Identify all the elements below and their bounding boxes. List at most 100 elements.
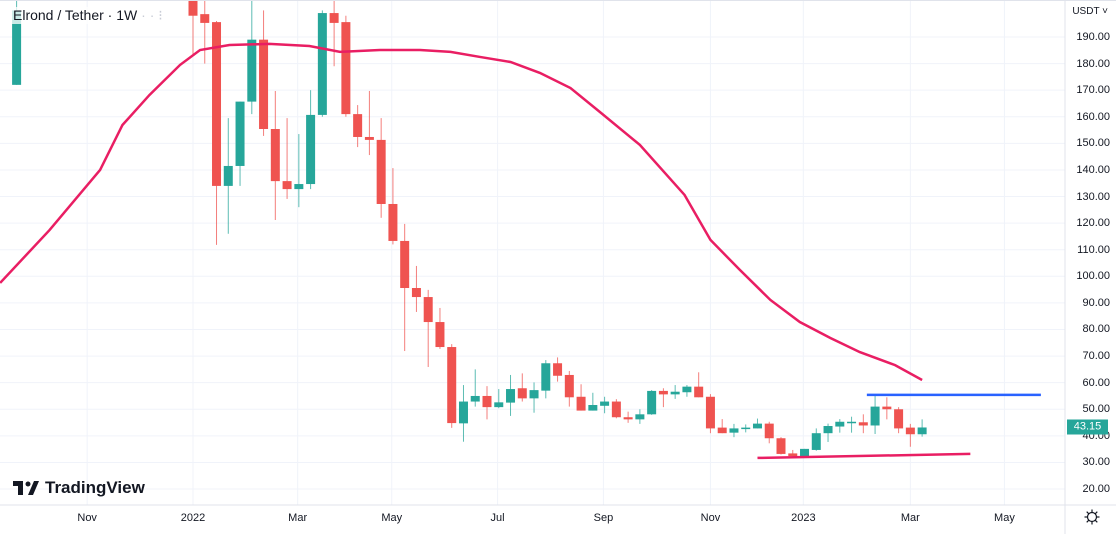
candle-down (776, 438, 786, 454)
price-tick-label: 130.00 (1076, 190, 1110, 203)
candle-down (858, 422, 868, 426)
candle-up (835, 421, 845, 427)
price-tick-label: 120.00 (1076, 217, 1110, 230)
candle-up (823, 426, 833, 434)
candle-down (694, 386, 704, 398)
candle-down (611, 401, 621, 418)
symbol-title[interactable]: Elrond / Tether · 1W · · ⁝ (11, 7, 165, 24)
support-line (757, 452, 971, 460)
time-tick-label: 2022 (180, 512, 206, 524)
candle-up (600, 401, 610, 406)
candle-down (517, 388, 527, 399)
candle-up (682, 386, 692, 393)
price-tick-label: 50.00 (1082, 403, 1110, 416)
symbol-name: Elrond / Tether (13, 7, 104, 23)
brand-name: TradingView (45, 478, 145, 497)
time-tick-label: 2023 (791, 512, 816, 524)
price-tick-label: 110.00 (1077, 243, 1110, 256)
candle-down (423, 297, 433, 323)
price-tick-label: 180.00 (1076, 57, 1110, 70)
price-tick-label: 150.00 (1076, 137, 1110, 150)
candle-down (376, 139, 386, 204)
candle-up (811, 433, 821, 450)
candle-down (553, 363, 563, 376)
candle-up (306, 114, 316, 185)
last-price-badge: 43.15 (1067, 419, 1108, 435)
candle-down (364, 136, 374, 140)
candle-down (411, 288, 421, 298)
price-tick-label: 140.00 (1076, 163, 1110, 176)
candle-up (800, 448, 810, 457)
moving-average-line (0, 42, 923, 382)
price-tick-label: 70.00 (1082, 350, 1110, 363)
tradingview-logo[interactable]: TradingView (13, 478, 145, 498)
candle-down (435, 322, 445, 348)
price-tick-label: 160.00 (1076, 110, 1110, 123)
candle-up (494, 402, 504, 408)
candle-down (400, 240, 410, 289)
candle-up (588, 405, 598, 411)
price-tick-label: 30.00 (1082, 456, 1110, 469)
time-tick-label: Mar (288, 512, 308, 524)
price-tick-label: 60.00 (1082, 376, 1110, 389)
candle-up (917, 427, 927, 435)
currency-selector[interactable]: USDT ˅ (1072, 6, 1108, 17)
candle-up (223, 165, 233, 186)
candle-up (752, 423, 762, 429)
candle-up (870, 406, 880, 426)
tradingview-logo-icon (13, 481, 39, 495)
time-axis (0, 505, 1116, 534)
time-tick-label: Nov (77, 512, 97, 524)
candle-down (270, 129, 280, 182)
candle-down (200, 14, 210, 23)
candle-up (458, 401, 468, 424)
time-tick-label: May (381, 512, 403, 524)
candle-down (282, 181, 292, 190)
candle-up (670, 391, 680, 395)
candle-up (12, 10, 22, 85)
candle-down (764, 423, 774, 439)
candle-up (729, 428, 739, 433)
price-tick-label: 190.00 (1076, 31, 1110, 43)
settings-gear-icon[interactable] (1083, 508, 1101, 526)
candle-down (388, 203, 398, 241)
candle-up (294, 184, 304, 190)
price-tick-label: 100.00 (1076, 270, 1110, 283)
title-suffix: · · ⁝ (141, 7, 163, 23)
price-tick-label: 90.00 (1082, 296, 1110, 309)
candle-up (247, 39, 257, 102)
price-tick-label: 170.00 (1076, 84, 1110, 97)
candle-up (741, 427, 751, 430)
time-tick-label: Nov (700, 512, 721, 524)
interval[interactable]: 1W (116, 7, 138, 23)
candle-down (212, 22, 222, 186)
candle-down (188, 0, 198, 16)
candle-down (705, 396, 715, 429)
candle-down (341, 22, 351, 115)
candle-down (882, 406, 892, 410)
candle-down (788, 453, 798, 457)
candle-down (717, 427, 727, 434)
price-tick-label: 20.00 (1082, 483, 1110, 496)
candle-up (647, 390, 657, 415)
price-tick-label: 80.00 (1082, 323, 1110, 336)
candle-down (482, 395, 492, 408)
candle-down (259, 39, 269, 130)
candle-down (353, 114, 363, 137)
candle-down (447, 347, 457, 424)
candle-up (506, 389, 516, 403)
candle-up (635, 414, 645, 420)
candle-down (576, 396, 586, 411)
candle-up (470, 395, 480, 402)
candle-down (658, 390, 668, 395)
price-axis (1065, 0, 1116, 534)
candle-down (905, 427, 915, 435)
candle-up (541, 363, 551, 391)
time-tick-label: Jul (490, 512, 505, 524)
candle-up (847, 421, 857, 424)
candle-down (329, 13, 339, 23)
time-tick-label: Mar (900, 512, 920, 524)
time-tick-label: May (994, 512, 1015, 524)
candle-down (623, 417, 633, 420)
